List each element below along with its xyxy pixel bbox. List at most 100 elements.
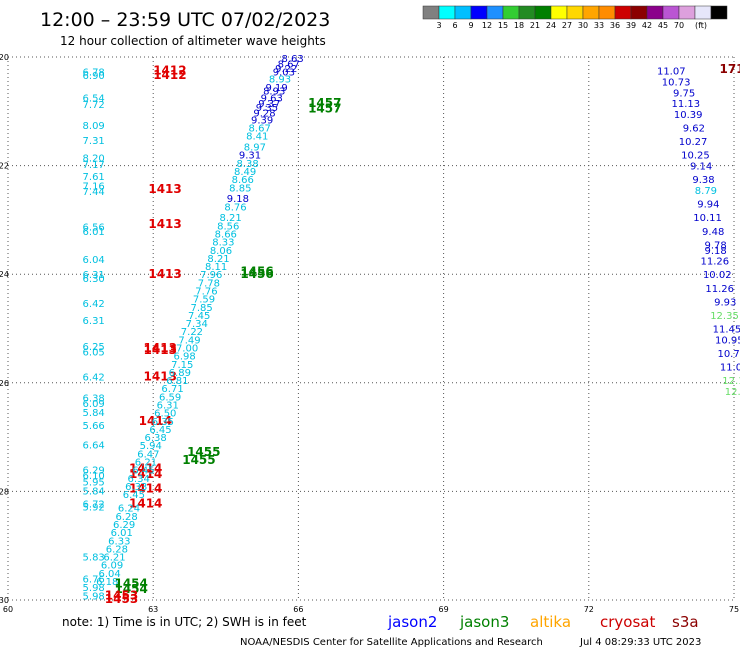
wave-height-label: 6.45 [123, 490, 145, 501]
wave-height-label: 6.18 [96, 577, 118, 588]
wave-height-label: 6.71 [161, 384, 183, 395]
wave-height-label: 7.34 [186, 319, 208, 330]
wave-height-label: 6.33 [125, 482, 147, 493]
wave-height-label: 6.42 [83, 299, 105, 310]
wave-height-label: 11.13 [671, 99, 700, 110]
wave-height-label: 8.66 [232, 175, 254, 186]
wave-height-label: 7.78 [198, 278, 220, 289]
wave-height-label: 8.85 [229, 183, 251, 194]
wave-height-label: 9.14 [690, 162, 712, 173]
wave-height-label: 9.63 [261, 94, 283, 105]
colorbar-label: 18 [514, 21, 524, 30]
satellite-legend-cryosat: cryosat [600, 613, 655, 631]
wave-height-label: 8.21 [207, 254, 229, 265]
wave-height-label: 7.72 [83, 100, 105, 111]
wave-height-label: 6.64 [83, 441, 105, 452]
wave-height-label: 6.35 [152, 417, 174, 428]
wave-height-label: 7.15 [171, 360, 193, 371]
wave-height-label: 8.79 [695, 186, 717, 197]
wave-height-label: 12.35 [710, 311, 739, 322]
colorbar-swatch [486, 5, 504, 20]
wave-height-label: 8.67 [249, 124, 271, 135]
colorbar-label: 42 [642, 21, 652, 30]
colorbar-label: 39 [626, 21, 636, 30]
wave-height-label: 10.95 [715, 335, 740, 346]
colorbar-label: 27 [562, 21, 572, 30]
wave-height-label: 10.73 [662, 77, 691, 88]
x-tick-label: 69 [439, 605, 449, 614]
colorbar-label: 33 [594, 21, 604, 30]
wave-height-label: 1457 [308, 102, 341, 116]
x-tick-label: 72 [584, 605, 594, 614]
x-tick-label: 60 [3, 605, 13, 614]
wave-height-label: 6.01 [111, 528, 133, 539]
wave-height-label: 1414 [129, 482, 162, 496]
wave-height-label: 7.31 [83, 136, 105, 147]
colorbar-swatch [646, 5, 664, 20]
wave-height-label: 9.62 [683, 124, 705, 135]
wave-height-label: 1455 [187, 445, 220, 459]
wave-height-label: 6.76 [83, 574, 105, 585]
wave-height-label: 6.21 [135, 458, 157, 469]
wave-height-label: 9.37 [258, 99, 280, 110]
wave-height-label: 1454 [114, 582, 147, 596]
wave-height-label: 6.78 [83, 68, 105, 79]
wave-height-label: 12.10 [722, 376, 740, 387]
colorbar-swatch [598, 5, 616, 20]
wave-height-label: 6.10 [83, 471, 105, 482]
satellite-legend-jason2: jason2 [387, 613, 437, 631]
wave-height-label: 5.83 [83, 553, 105, 564]
wave-height-label: 7.76 [195, 286, 217, 297]
wave-height-label: 9.03 [273, 68, 295, 79]
wave-height-label: 1412 [153, 68, 186, 82]
wave-height-label: 6.33 [108, 536, 130, 547]
wave-height-label: 7.59 [193, 295, 215, 306]
wave-height-label: 1414 [129, 496, 162, 510]
wave-height-label: 7.22 [181, 327, 203, 338]
wave-height-label: 1413 [148, 267, 181, 281]
x-tick-label: 66 [293, 605, 303, 614]
y-tick-label: -24 [0, 270, 9, 279]
y-tick-label: -26 [0, 379, 9, 388]
wave-height-label: 6.45 [132, 466, 154, 477]
wave-height-label: 5.98 [83, 583, 105, 594]
wave-height-label: 12.20 [725, 387, 740, 398]
wave-height-label: 6.29 [113, 520, 135, 531]
wave-height-label: 7.17 [83, 160, 105, 171]
wave-height-label: 9.75 [673, 88, 695, 99]
wave-height-label: 9.18 [227, 194, 249, 205]
wave-height-label: 8.41 [246, 132, 268, 143]
colorbar-swatch [502, 5, 520, 20]
wave-height-label: 7.00 [176, 344, 198, 355]
wave-height-label: 7.96 [200, 270, 222, 281]
satellite-legend-jason3: jason3 [459, 613, 509, 631]
colorbar-label: 9 [468, 21, 473, 30]
wave-height-label: 6.04 [83, 255, 105, 266]
wave-height-label: 5.94 [140, 441, 162, 452]
wave-height-label: 11.26 [705, 284, 734, 295]
wave-height-label: 6.09 [83, 399, 105, 410]
wave-height-label: 1457 [308, 96, 341, 110]
wave-height-label: 11.07 [657, 67, 686, 78]
wave-height-label: 6.34 [128, 474, 150, 485]
wave-height-label: 6.38 [144, 433, 166, 444]
colorbar-swatch [454, 5, 472, 20]
wave-height-label: 6.45 [149, 425, 171, 436]
wave-height-label: 1453 [105, 589, 138, 603]
wave-height-label: 1718 [719, 62, 740, 76]
wave-height-label: 1413 [144, 343, 177, 357]
wave-height-label: 1412 [153, 64, 186, 78]
colorbar: 3 6 9 12 15 18 21 24 27 30 33 36 39 42 45 70 (ft) [422, 5, 728, 30]
wave-height-label: 7.16 [83, 182, 105, 193]
wave-height-label: 6.31 [83, 316, 105, 327]
wave-height-label: 10.39 [674, 110, 703, 121]
colorbar-swatch [662, 5, 680, 20]
wave-height-label: 6.72 [83, 499, 105, 510]
wave-height-label: 10.25 [681, 151, 710, 162]
colorbar-swatch [470, 5, 488, 20]
wave-height-label: 6.30 [83, 274, 105, 285]
colorbar-swatch [438, 5, 456, 20]
wave-height-label: 6.42 [83, 372, 105, 383]
